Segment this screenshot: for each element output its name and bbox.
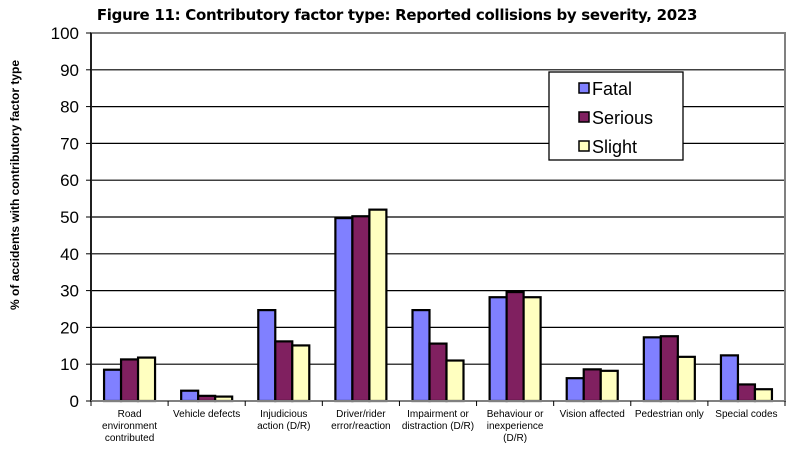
- bar-slight: [676, 355, 696, 403]
- x-category-label: action (D/R): [257, 421, 310, 432]
- x-category-label: Behaviour or: [487, 409, 544, 420]
- legend-label-fatal: Fatal: [592, 79, 632, 99]
- x-category-label: Impairment or: [407, 409, 469, 420]
- bar-slight: [368, 208, 388, 403]
- x-category-label: inexperience: [487, 421, 544, 432]
- bar-fatal: [565, 377, 585, 403]
- y-tick-label: 20: [60, 318, 79, 337]
- bar-slight: [753, 388, 774, 403]
- bars: [102, 208, 774, 403]
- x-category-label: (D/R): [503, 433, 527, 444]
- bar-fatal: [719, 354, 740, 403]
- y-tick-label: 70: [60, 134, 79, 153]
- bar-serious: [659, 335, 679, 403]
- x-category-label: Vehicle defects: [173, 409, 240, 420]
- y-tick-label: 90: [60, 61, 79, 80]
- bar-slight: [291, 344, 311, 403]
- bar-slight: [522, 296, 542, 403]
- bar-fatal: [180, 389, 200, 403]
- y-tick-label: 80: [60, 98, 79, 117]
- legend-swatch-slight: [578, 140, 590, 152]
- bar-serious: [351, 215, 371, 403]
- x-category-label: Vision affected: [560, 409, 625, 420]
- x-category-label: Injudicious: [260, 409, 307, 420]
- x-category-label: Driver/rider: [336, 409, 386, 420]
- bar-fatal: [488, 296, 508, 403]
- bar-serious: [119, 358, 140, 403]
- x-category-label: Special codes: [715, 409, 777, 420]
- legend: Fatal Serious Slight: [548, 71, 684, 161]
- axes: [86, 32, 786, 406]
- bar-fatal: [642, 336, 662, 403]
- y-tick-label: 0: [70, 392, 79, 411]
- bar-serious: [505, 290, 525, 403]
- y-tick-label: 30: [60, 282, 79, 301]
- bar-slight: [599, 369, 619, 403]
- bar-fatal: [102, 368, 123, 403]
- bar-serious: [582, 368, 602, 403]
- chart-title: Figure 11: Contributory factor type: Rep…: [96, 6, 698, 24]
- bar-slight: [136, 356, 157, 403]
- legend-label-serious: Serious: [592, 108, 653, 128]
- bar-fatal: [334, 217, 354, 403]
- x-category-label: environment: [102, 421, 157, 432]
- x-category-label: error/reaction: [331, 421, 390, 432]
- y-tick-label: 100: [51, 24, 79, 43]
- y-tick-label: 10: [60, 355, 79, 374]
- legend-swatch-fatal: [578, 82, 590, 94]
- legend-box: [548, 71, 684, 161]
- y-tick-label: 60: [60, 171, 79, 190]
- bar-serious: [428, 342, 448, 403]
- bar-fatal: [411, 309, 431, 403]
- x-category-label: Road: [118, 409, 142, 420]
- x-category-label: distraction (D/R): [402, 421, 474, 432]
- y-tick-label: 50: [60, 208, 79, 227]
- x-category-label: contributed: [105, 433, 154, 444]
- y-tick-labels: 0 10 20 30 40 50 60 70 80 90 100: [51, 24, 79, 411]
- legend-swatch-serious: [578, 111, 590, 123]
- bar-serious: [736, 383, 757, 403]
- x-category-label: Pedestrian only: [635, 409, 704, 420]
- legend-label-slight: Slight: [592, 137, 637, 157]
- y-tick-label: 40: [60, 245, 79, 264]
- bar-fatal: [257, 309, 277, 403]
- bar-slight: [445, 359, 465, 403]
- bar-serious: [274, 340, 294, 403]
